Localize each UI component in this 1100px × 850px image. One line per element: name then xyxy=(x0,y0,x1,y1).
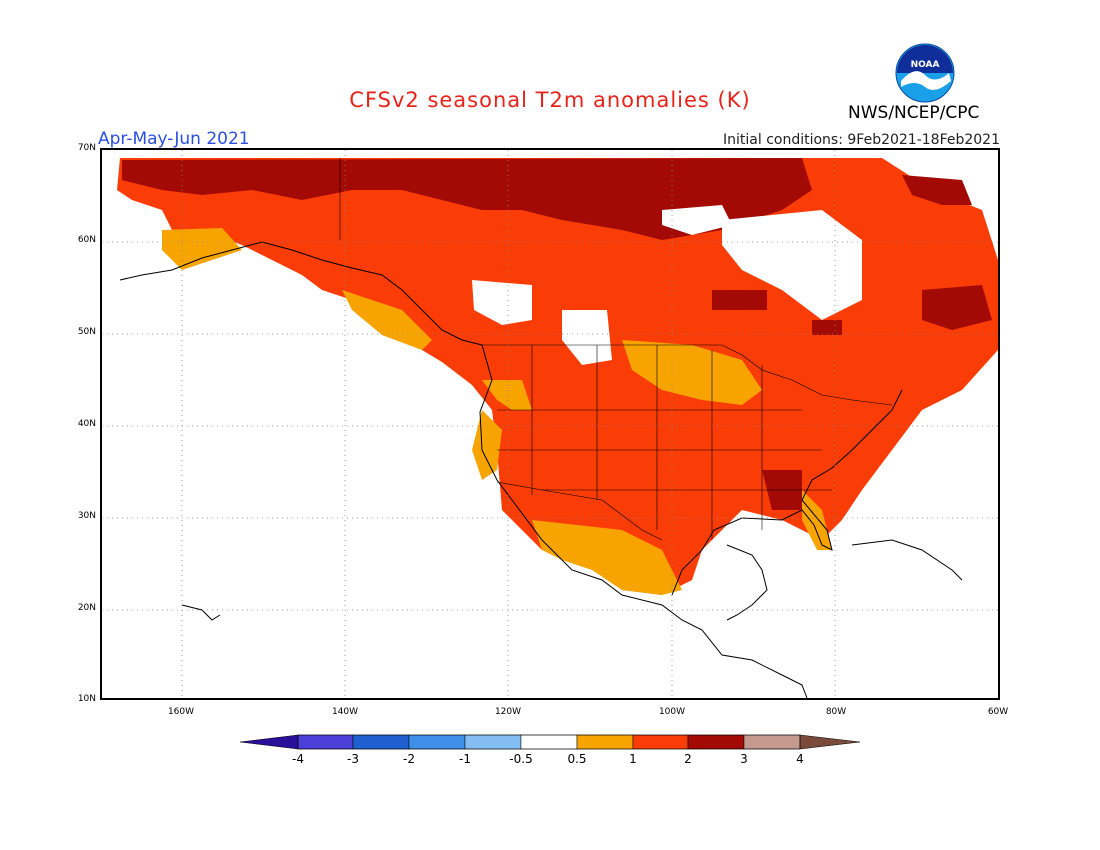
anomaly-2-to-3 xyxy=(122,158,812,240)
coastline xyxy=(181,604,221,621)
lat-label: 10N xyxy=(77,694,96,704)
boundaries xyxy=(339,158,893,541)
initial-conditions: Initial conditions: 9Feb2021-18Feb2021 xyxy=(723,132,1000,148)
legend-label: 3 xyxy=(740,752,748,766)
legend-swatch-05-1 xyxy=(576,734,634,750)
chart-title: CFSv2 seasonal T2m anomalies (K) xyxy=(349,88,751,112)
anomaly-2-to-3 xyxy=(812,320,842,335)
legend-swatch-m3-m2 xyxy=(352,734,410,750)
noaa-logo: NOAA xyxy=(895,43,955,103)
lon-label: 160W xyxy=(167,707,195,717)
legend-label: 4 xyxy=(796,752,804,766)
legend-swatch-below-m4 xyxy=(239,734,299,750)
anomaly-map xyxy=(100,148,1000,700)
lat-label: 20N xyxy=(77,603,96,613)
anomaly-fields xyxy=(117,158,998,595)
lat-label: 40N xyxy=(77,419,96,429)
anomaly-2-to-3 xyxy=(922,285,992,330)
coastline xyxy=(726,544,768,621)
legend-label: -0.5 xyxy=(509,752,533,766)
coastline xyxy=(851,539,963,581)
legend-label: -2 xyxy=(403,752,415,766)
anomaly-2-to-3 xyxy=(712,290,767,310)
lat-label: 30N xyxy=(77,511,96,521)
logo-text: NOAA xyxy=(911,60,940,70)
legend-swatch-2-3 xyxy=(687,734,745,750)
forecast-period: Apr-May-Jun 2021 xyxy=(98,129,250,149)
legend-swatch-neutral xyxy=(520,734,578,750)
legend-swatch-above-4 xyxy=(799,734,861,750)
legend-label: -1 xyxy=(459,752,471,766)
legend-label: -3 xyxy=(347,752,359,766)
anomaly-2-to-3 xyxy=(902,175,972,205)
legend-label: 1 xyxy=(629,752,637,766)
anomaly-05-to-1 xyxy=(472,410,502,480)
anomaly-05-to-1 xyxy=(482,380,532,410)
canada-us-border xyxy=(482,344,893,406)
anomaly-neutral xyxy=(722,210,862,320)
lon-label: 100W xyxy=(658,707,686,717)
anomaly-neutral xyxy=(662,205,732,235)
legend-swatch-1-2 xyxy=(632,734,689,750)
legend-label: -4 xyxy=(292,752,304,766)
legend-swatch-m1-m05 xyxy=(464,734,522,750)
legend-swatch-m2-m1 xyxy=(408,734,466,750)
anomaly-05-to-1 xyxy=(802,490,832,550)
lon-label: 140W xyxy=(331,707,359,717)
anomaly-neutral xyxy=(472,280,532,325)
legend-swatch-m4-m3 xyxy=(297,734,354,750)
anomaly-05-to-1 xyxy=(532,520,682,595)
legend-label: 0.5 xyxy=(567,752,587,766)
coastline xyxy=(479,344,808,698)
lat-label: 50N xyxy=(77,327,96,337)
color-legend xyxy=(239,734,862,754)
lon-label: 120W xyxy=(494,707,522,717)
legend-label: 2 xyxy=(684,752,692,766)
agency-label: NWS/NCEP/CPC xyxy=(848,103,980,123)
lon-label: 60W xyxy=(987,707,1009,717)
lon-label: 80W xyxy=(825,707,847,717)
map-canvas xyxy=(102,150,998,698)
legend-swatch-3-4 xyxy=(743,734,801,750)
lat-label: 60N xyxy=(77,235,96,245)
anomaly-05-to-1 xyxy=(162,228,242,270)
anomaly-neutral xyxy=(562,310,612,365)
anomaly-05-to-1 xyxy=(342,290,432,350)
lat-label: 70N xyxy=(77,143,96,153)
